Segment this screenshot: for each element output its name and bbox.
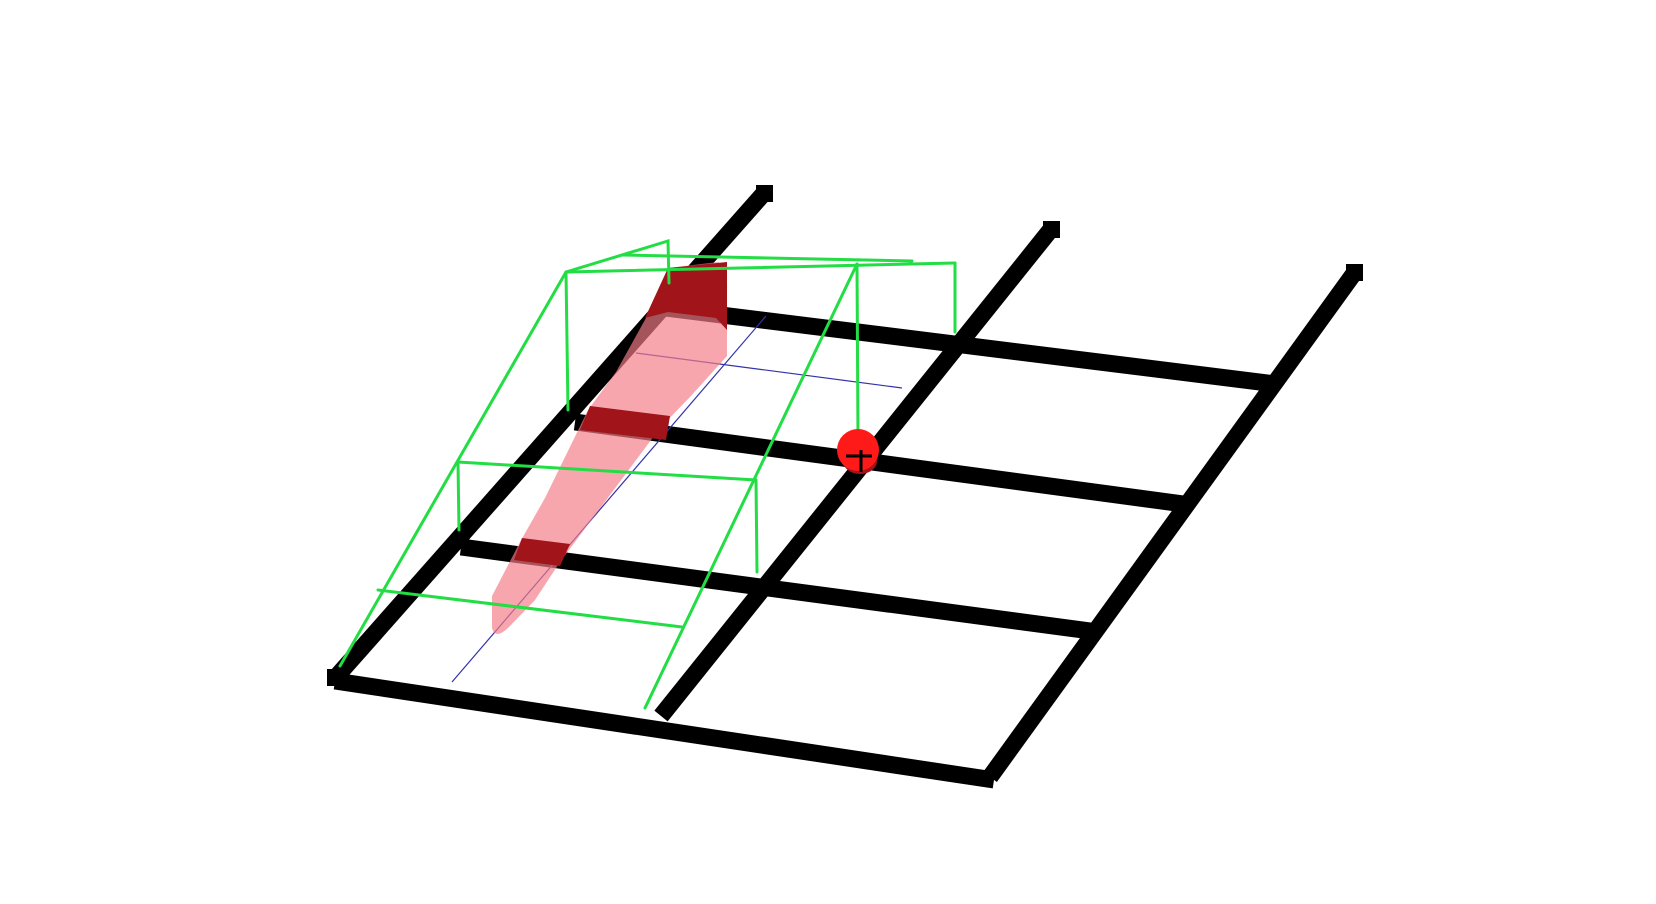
frame-middle-beam [456, 460, 758, 482]
beam-end-cap [1346, 264, 1363, 281]
highlight-zone-fill [492, 262, 728, 634]
beam-grid [327, 185, 1363, 789]
wireframe-frames [338, 238, 957, 710]
beam-horizontal-2 [573, 413, 1193, 514]
beam-horizontal-3 [459, 538, 1100, 641]
frame-rail-right [643, 262, 859, 710]
highlight-zone [492, 262, 728, 634]
frame-rail-left [338, 270, 568, 668]
frame-bottom-beam [376, 588, 684, 629]
frame-top-post [855, 262, 860, 440]
node-marker-icon[interactable] [837, 429, 879, 474]
frame-middle-post [754, 478, 759, 574]
highlight-beam-overlap [645, 262, 727, 330]
frame-top-ridge [620, 253, 914, 263]
frame-top-post [564, 270, 570, 412]
beam-end-cap [327, 669, 344, 686]
highlight-beam-overlap [514, 538, 570, 566]
beam-horizontal-4 [333, 672, 996, 789]
frame-top-outline [564, 238, 671, 285]
beam-diagonal-3 [983, 267, 1362, 782]
beam-horizontal-1 [663, 299, 1278, 393]
frame-middle-post [456, 460, 461, 532]
highlight-beam-overlap [580, 406, 670, 440]
frame-top-ridge [564, 261, 957, 274]
beam-end-cap [1043, 221, 1060, 238]
node-marker-ball [837, 429, 879, 471]
beam-end-cap [756, 185, 773, 202]
